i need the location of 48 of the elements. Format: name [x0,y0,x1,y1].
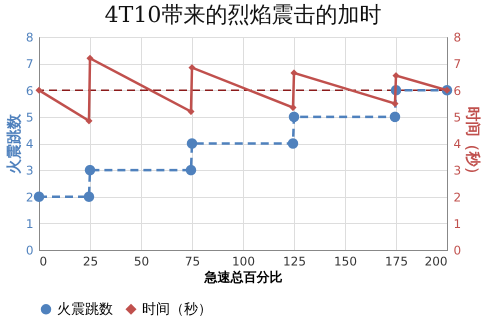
y2-tick-label: 8 [454,30,462,44]
y2-tick-label: 1 [454,216,462,231]
x-tick-label: 75 [184,254,200,268]
point [290,69,298,76]
y2-tick-label: 3 [454,164,462,178]
point [187,108,195,116]
y-tick-label: 2 [26,190,34,204]
y2-tick-label: 7 [454,57,462,72]
y2-tick-label: 0 [454,244,462,258]
y-tick-label: 7 [26,57,34,72]
point [34,192,44,202]
y-tick-label: 3 [26,164,34,178]
x-tick-label: 50 [134,254,150,268]
point [289,104,297,112]
point [84,164,96,176]
y-tick-label: 1 [26,216,34,231]
x-axis-title: 急速总百分比 [204,270,282,286]
y2-tick-label: 4 [454,137,462,151]
y2-axis-title: 时间（秒） [464,106,482,182]
point [84,192,94,202]
chart-title: 4T10带来的烈焰震击的加时 [104,3,382,28]
y-tick-label: 4 [26,137,34,151]
point [86,54,94,62]
point [35,86,43,94]
point [288,112,300,122]
x-tick-label: 200 [424,254,448,268]
x-tick-label: 100 [232,254,255,268]
y-tick-label: 8 [26,30,34,44]
x-tick-label: 125 [283,254,306,268]
y2-tick-label: 2 [454,190,462,204]
point [390,112,400,122]
point [288,138,298,149]
y-tick-label: 0 [26,244,34,258]
y-tick-label: 6 [26,84,34,98]
legend-label: 火震跳数 [57,301,113,318]
x-tick-label: 175 [385,254,408,268]
y-tick-label: 5 [26,110,34,124]
x-tick-label: 0 [40,254,48,268]
point [186,164,196,176]
x-tick-label: 25 [82,254,98,268]
y-axis-title: 火震跳数 [4,113,23,174]
y2-tick-label: 6 [454,84,462,98]
point [85,117,93,124]
point [186,138,198,149]
point [391,100,399,108]
legend-label: 时间（秒） [142,301,212,318]
y2-tick-label: 5 [454,110,462,124]
x-tick-label: 150 [334,254,357,268]
